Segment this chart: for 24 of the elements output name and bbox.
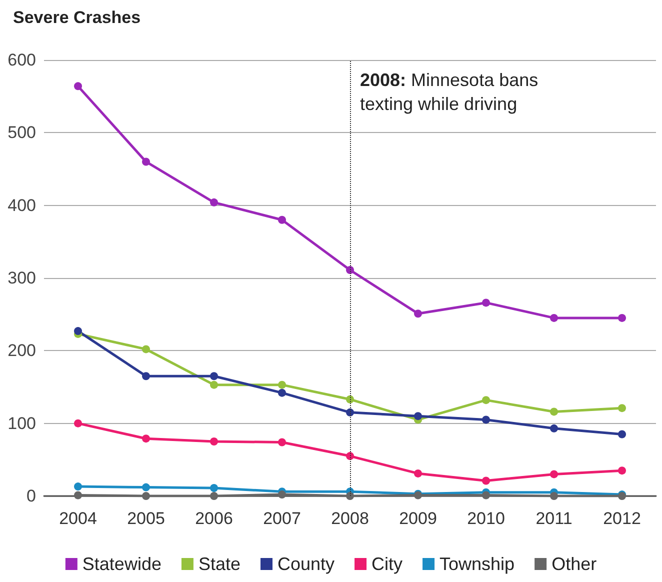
legend-label: Statewide	[82, 554, 162, 574]
x-tick-label: 2010	[467, 509, 505, 528]
legend-label: Township	[440, 554, 515, 574]
chart-title: Severe Crashes	[13, 8, 141, 27]
y-tick-label: 300	[8, 268, 36, 288]
x-tick-label: 2005	[127, 509, 165, 528]
x-tick-label: 2011	[536, 509, 572, 528]
y-tick-label: 600	[8, 50, 36, 70]
y-tick-label: 400	[8, 196, 36, 215]
y-tick-label: 0	[26, 486, 36, 506]
x-tick-label: 2012	[603, 509, 641, 528]
x-tick-label: 2006	[195, 509, 233, 528]
y-tick-label: 500	[8, 123, 36, 142]
ref-line-label: 2008: Minnesota bans texting while driving	[360, 70, 538, 114]
y-tick-label: 200	[8, 341, 36, 360]
x-tick-label: 2007	[263, 509, 301, 528]
legend-label: Other	[552, 554, 597, 574]
legend-label: State	[198, 554, 240, 574]
x-tick-label: 2009	[399, 509, 437, 528]
legend-label: City	[372, 554, 403, 574]
y-tick-label: 100	[8, 414, 36, 433]
x-tick-label: 2008	[331, 509, 369, 528]
legend-label: County	[277, 554, 335, 574]
x-tick-label: 2004	[59, 509, 97, 528]
